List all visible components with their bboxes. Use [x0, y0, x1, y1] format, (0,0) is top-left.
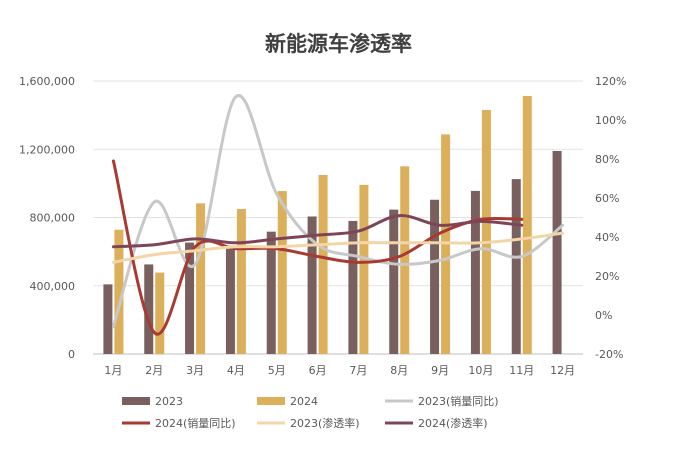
- line-2023(渗透率): [111, 231, 565, 264]
- bar-2024: [277, 191, 287, 354]
- bar-2024: [236, 208, 246, 354]
- bar-2023: [103, 284, 113, 354]
- x-tick-label: 9月: [431, 364, 449, 377]
- x-tick-label: 12月: [550, 364, 575, 377]
- y-right-tick-label: 60%: [595, 192, 619, 205]
- y-left-tick-label: 400,000: [30, 280, 76, 293]
- y-right-tick-label: -20%: [595, 348, 623, 361]
- bar-2023: [348, 220, 358, 354]
- chart-title: 新能源车渗透率: [265, 31, 412, 56]
- x-tick-label: 8月: [390, 364, 408, 377]
- legend-swatch-2024: [257, 397, 285, 405]
- legend-label: 2024: [290, 395, 318, 408]
- bar-2024: [114, 229, 124, 354]
- legend-label: 2024(渗透率): [418, 416, 488, 430]
- x-tick-label: 5月: [268, 364, 286, 377]
- x-tick-label: 7月: [349, 364, 367, 377]
- y-right-tick-label: 120%: [595, 75, 626, 88]
- legend-label: 2024(销量同比): [155, 416, 236, 430]
- bar-2024: [359, 184, 369, 354]
- bar-2023: [552, 150, 562, 354]
- legend-label: 2023(销量同比): [418, 394, 499, 408]
- bar-2023: [389, 209, 399, 354]
- x-tick-label: 1月: [104, 364, 122, 377]
- legend-swatch-2023: [122, 397, 150, 405]
- line-2024(渗透率): [111, 214, 524, 249]
- y-left-tick-label: 1,200,000: [19, 143, 75, 156]
- y-left-tick-label: 800,000: [30, 212, 76, 225]
- bar-2024: [522, 96, 532, 354]
- x-tick-label: 4月: [227, 364, 245, 377]
- bar-2024: [318, 175, 328, 354]
- bar-2024: [155, 272, 165, 354]
- bar-2023: [470, 190, 480, 354]
- bar-2023: [266, 231, 276, 354]
- line-2023(销量同比): [111, 94, 565, 329]
- bar-2023: [307, 216, 317, 354]
- bar-2024: [481, 110, 491, 354]
- bar-2023: [144, 264, 154, 354]
- bar-2024: [196, 203, 206, 354]
- legend-label: 2023: [155, 395, 183, 408]
- x-tick-label: 11月: [509, 364, 534, 377]
- bar-2023: [511, 179, 521, 354]
- y-right-tick-label: 20%: [595, 270, 619, 283]
- bar-2023: [430, 199, 440, 354]
- x-tick-label: 10月: [468, 364, 493, 377]
- bar-2023: [185, 242, 195, 354]
- y-right-tick-label: 0%: [595, 309, 612, 322]
- bar-2024: [400, 166, 410, 354]
- line-2024(销量同比): [111, 159, 524, 336]
- y-right-tick-label: 40%: [595, 231, 619, 244]
- legend-label: 2023(渗透率): [290, 416, 360, 430]
- x-tick-label: 6月: [309, 364, 327, 377]
- y-left-tick-label: 1,600,000: [19, 75, 75, 88]
- y-right-tick-label: 100%: [595, 114, 626, 127]
- x-tick-label: 3月: [186, 364, 204, 377]
- bar-2023: [225, 245, 235, 354]
- x-tick-label: 2月: [145, 364, 163, 377]
- y-right-tick-label: 80%: [595, 153, 619, 166]
- y-left-tick-label: 0: [68, 348, 75, 361]
